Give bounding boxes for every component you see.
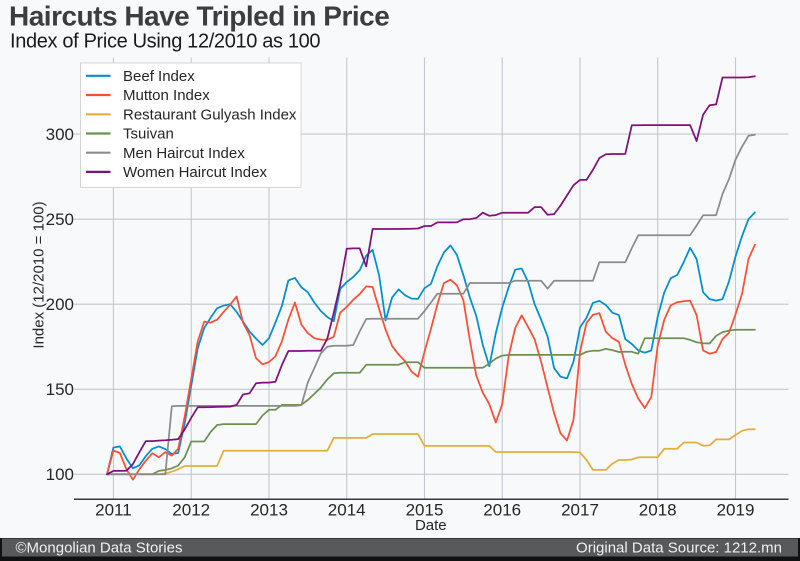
svg-text:Haircuts Have Tripled in Price: Haircuts Have Tripled in Price [9,1,389,32]
svg-text:300: 300 [46,125,74,144]
svg-text:Mutton Index: Mutton Index [123,87,210,104]
svg-text:2014: 2014 [328,500,366,519]
svg-text:150: 150 [46,380,74,399]
svg-text:Original Data Source: 1212.mn: Original Data Source: 1212.mn [576,539,782,556]
svg-text:2011: 2011 [95,500,132,519]
svg-text:Men Haircut Index: Men Haircut Index [123,145,245,162]
svg-text:©Mongolian Data Stories: ©Mongolian Data Stories [16,539,183,556]
svg-text:Index of Price Using 12/2010 a: Index of Price Using 12/2010 as 100 [10,31,320,53]
svg-text:200: 200 [46,295,74,314]
svg-text:Restaurant Gulyash Index: Restaurant Gulyash Index [123,107,297,124]
svg-text:Beef Index: Beef Index [123,68,195,85]
svg-text:250: 250 [46,210,74,229]
svg-text:2018: 2018 [639,500,677,519]
svg-text:2013: 2013 [250,500,288,519]
svg-text:2016: 2016 [483,500,521,519]
svg-text:Date: Date [415,517,447,534]
svg-text:100: 100 [46,465,74,484]
svg-text:Tsuivan: Tsuivan [123,126,174,143]
svg-text:2019: 2019 [717,500,755,519]
svg-text:2012: 2012 [172,500,210,519]
svg-text:2015: 2015 [406,500,444,519]
svg-text:Women Haircut Index: Women Haircut Index [123,164,267,181]
svg-text:2017: 2017 [561,500,599,519]
svg-text:Index (12/2010 = 100): Index (12/2010 = 100) [31,201,48,348]
